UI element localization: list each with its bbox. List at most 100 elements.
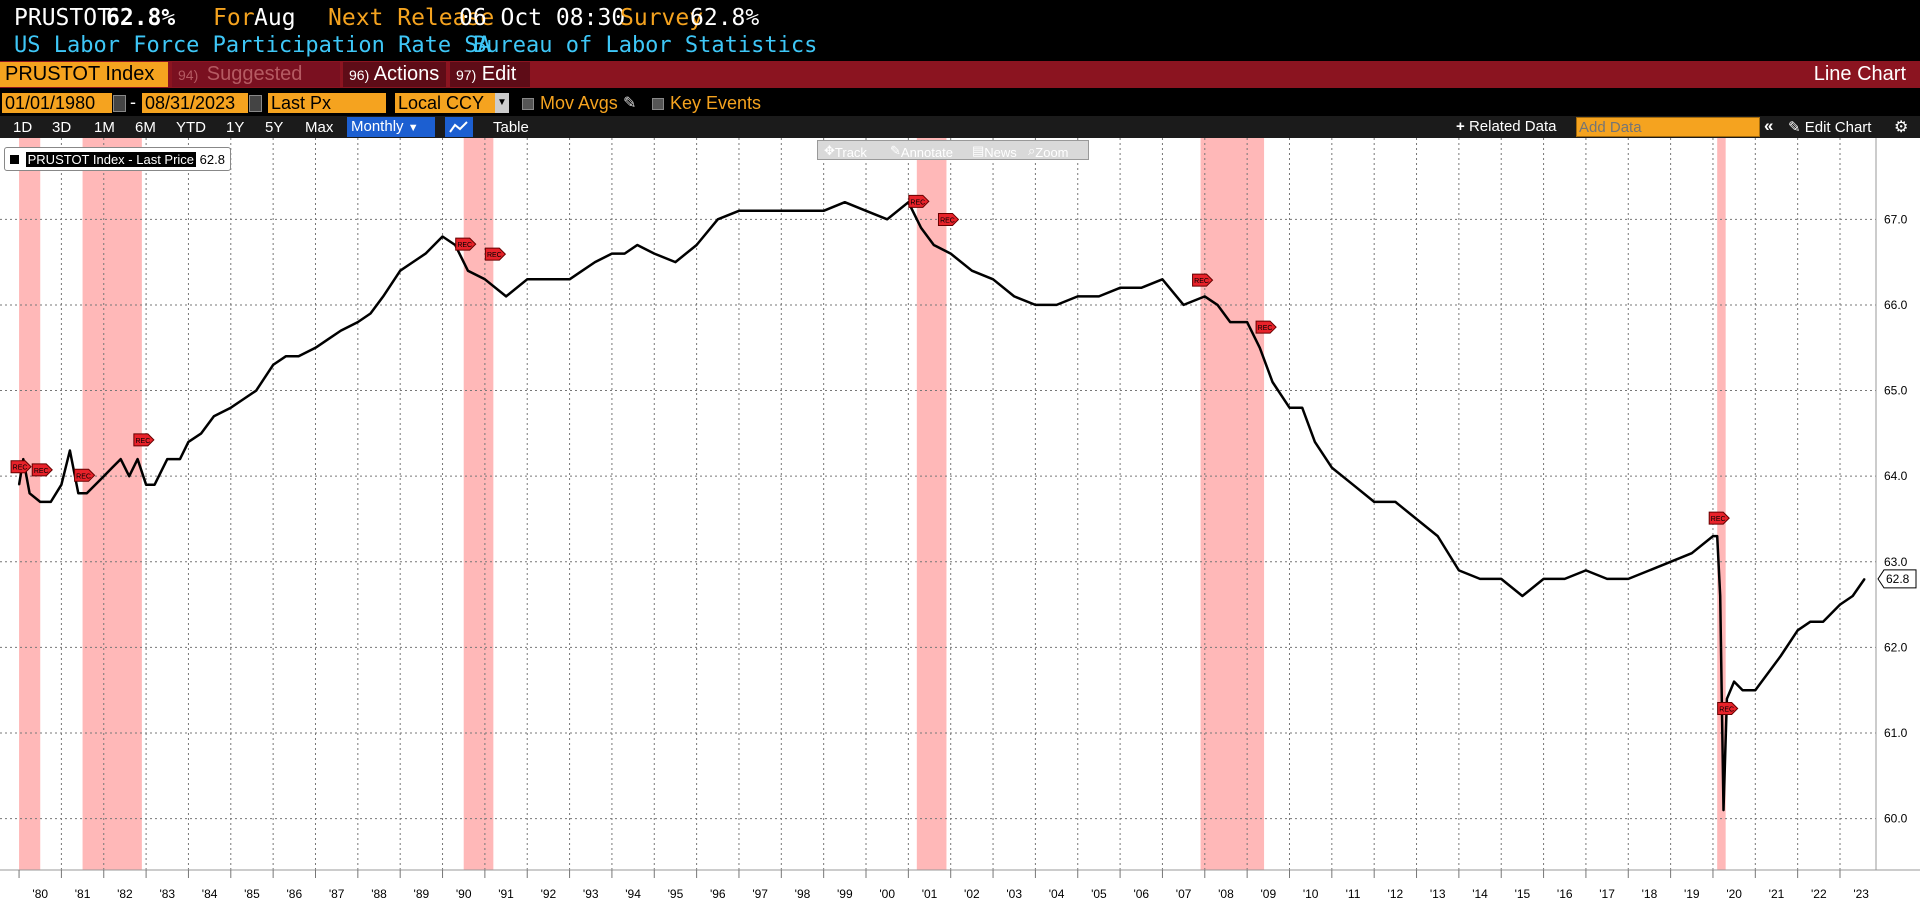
x-tick-label: '18 (1642, 887, 1658, 901)
data-point (119, 458, 122, 460)
data-point (1415, 518, 1418, 520)
data-point (695, 244, 698, 246)
data-point (242, 398, 245, 400)
data-point (145, 483, 147, 486)
range-1m[interactable]: 1M (94, 119, 115, 136)
x-tick-label: '05 (1091, 887, 1107, 901)
x-tick-label: '83 (159, 887, 175, 901)
data-point (69, 449, 71, 452)
x-tick-label: '85 (244, 887, 260, 901)
x-tick-label: '90 (456, 887, 472, 901)
rec-event-marker: REC (937, 212, 960, 226)
data-point (992, 278, 994, 281)
rec-marker-label: REC (13, 465, 28, 472)
news-button[interactable]: ▤ News (972, 143, 1017, 160)
data-point (674, 261, 677, 263)
x-tick-label: '08 (1218, 887, 1234, 901)
data-point (971, 269, 973, 272)
security-field[interactable]: PRUSTOT Index (0, 62, 168, 87)
range-1d[interactable]: 1D (13, 119, 33, 136)
related-data-button[interactable]: + Related Data (1456, 118, 1557, 135)
edit-chart-button[interactable]: ✎ Edit Chart (1788, 118, 1871, 136)
actions-number: 96) (349, 67, 370, 83)
collapse-icon[interactable]: « (1764, 116, 1774, 135)
start-date-input[interactable]: 01/01/1980 (2, 93, 112, 113)
suggested-charts-button[interactable]: 94) Suggested Charts (172, 62, 340, 111)
x-tick-label: '20 (1726, 887, 1742, 901)
rec-marker-shape (1192, 273, 1214, 287)
data-point (94, 483, 97, 486)
x-tick-label: '01 (922, 887, 938, 901)
data-point (200, 432, 202, 435)
data-point (623, 252, 626, 255)
data-point (716, 218, 719, 221)
data-point (50, 501, 52, 503)
table-button[interactable]: Table (493, 119, 529, 136)
survey-label: Survey (620, 5, 704, 31)
calendar-icon[interactable] (249, 95, 262, 112)
actions-button[interactable]: 96) Actions ▼ (343, 62, 446, 109)
data-point (1521, 595, 1524, 597)
actions-label: Actions (373, 63, 440, 85)
x-tick-label: '04 (1049, 887, 1065, 901)
news-label: News (984, 145, 1017, 160)
gear-icon[interactable]: ⚙ (1894, 119, 1909, 136)
x-tick-label: '23 (1853, 887, 1869, 901)
x-tick-label: '10 (1303, 887, 1319, 901)
range-ytd[interactable]: YTD (176, 119, 206, 136)
key-events-checkbox[interactable] (652, 98, 664, 110)
x-tick-label: '84 (202, 887, 218, 901)
chart-legend[interactable]: PRUSTOT Index - Last Price 62.8 (4, 147, 231, 171)
field-select[interactable]: Last Px (268, 93, 386, 113)
range-6m[interactable]: 6M (135, 119, 156, 136)
line-chart-icon[interactable] (445, 117, 473, 137)
data-point (822, 209, 825, 212)
next-release-value: 06 Oct 08:30 (459, 5, 626, 31)
x-tick-label: '17 (1599, 887, 1615, 901)
range-3d[interactable]: 3D (52, 119, 72, 136)
data-point (297, 355, 300, 358)
rec-event-marker: REC (133, 433, 155, 447)
calendar-icon[interactable] (113, 95, 126, 112)
range-5y[interactable]: 5Y (265, 119, 284, 136)
end-date-input[interactable]: 08/31/2023 (142, 93, 248, 113)
x-tick-label: '11 (1346, 887, 1361, 901)
pencil-icon[interactable]: ✎ (623, 95, 637, 112)
data-point (1161, 278, 1164, 281)
data-source: Bureau of Labor Statistics (473, 33, 818, 58)
data-point (1055, 304, 1058, 306)
data-point (1627, 578, 1630, 580)
data-point (1822, 620, 1824, 623)
security-header: PRUSTOT 62.8% For Aug Next Release 06 Oc… (0, 0, 1920, 33)
data-point (1500, 578, 1503, 580)
data-point (1722, 809, 1725, 811)
frequency-select[interactable]: Monthly ▼ (347, 117, 435, 137)
zoom-button[interactable]: ⌕ Zoom (1028, 143, 1069, 160)
add-data-input[interactable] (1576, 117, 1760, 137)
data-point (1606, 578, 1608, 580)
data-point (179, 458, 181, 460)
description-row: US Labor Force Participation Rate SA Bur… (0, 33, 1920, 60)
mov-avgs-checkbox[interactable] (522, 98, 534, 110)
edit-label: Edit (481, 63, 517, 85)
data-point (844, 201, 846, 204)
y-tick-label: 63.0 (1884, 555, 1908, 569)
data-point (526, 278, 529, 281)
data-point (399, 269, 401, 272)
x-tick-label: '16 (1557, 887, 1573, 901)
annotate-button[interactable]: ✎ Annotate (890, 143, 953, 160)
currency-select[interactable]: Local CCY (395, 93, 495, 113)
data-point (1863, 578, 1866, 580)
edit-chart-label: Edit Chart (1804, 119, 1872, 136)
range-1y[interactable]: 1Y (226, 119, 245, 136)
pencil-icon: ✎ (1788, 119, 1801, 136)
data-point (153, 483, 156, 486)
track-button[interactable]: ✥ Track (824, 143, 867, 160)
for-label: For (213, 5, 255, 31)
range-max[interactable]: Max (305, 119, 334, 136)
data-point (568, 278, 571, 281)
data-point (636, 244, 639, 246)
x-tick-label: '99 (837, 887, 853, 901)
chevron-down-icon[interactable]: ▼ (495, 93, 509, 113)
edit-button[interactable]: 97) Edit ▼ (450, 62, 530, 109)
